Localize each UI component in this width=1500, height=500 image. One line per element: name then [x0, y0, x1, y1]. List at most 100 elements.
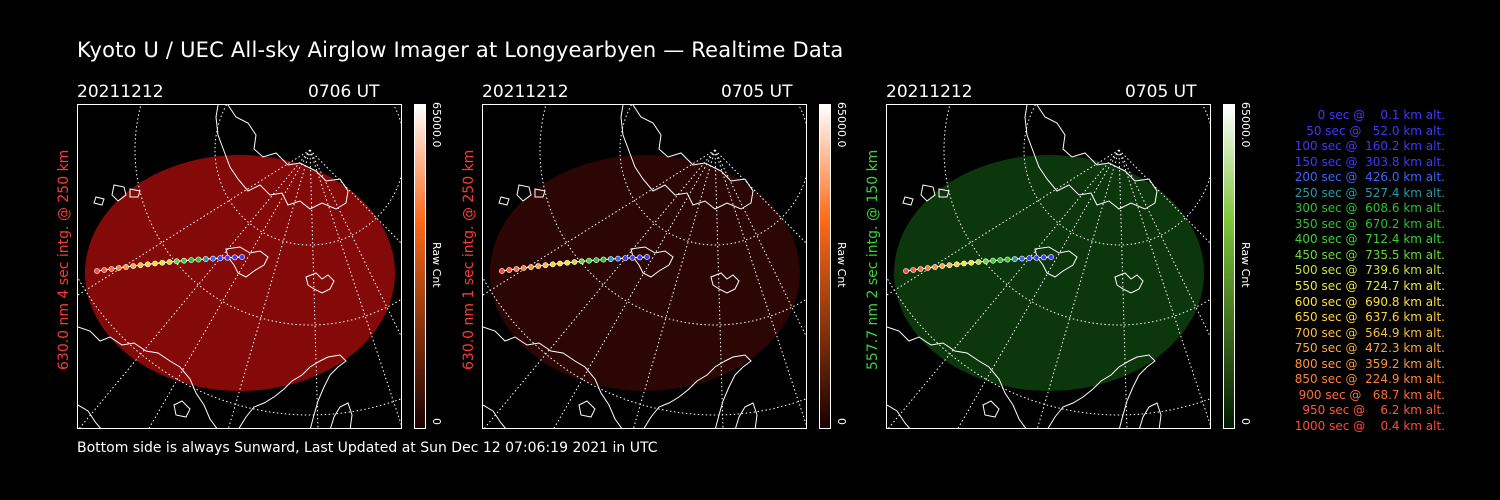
track-point	[542, 262, 549, 269]
track-point	[644, 254, 650, 260]
legend-row: 900 sec @ 68.7 km alt.	[1294, 387, 1445, 402]
track-point	[586, 257, 592, 264]
track-point	[636, 254, 643, 261]
track-point	[593, 257, 600, 264]
track-point	[615, 255, 621, 262]
lat-lon-grid	[887, 105, 1210, 428]
track-point	[123, 264, 129, 270]
track-point	[975, 259, 982, 265]
track-point	[997, 257, 1004, 264]
track-point	[513, 266, 520, 272]
airglow-field	[490, 155, 800, 391]
panel-2-colorbar-unit: Raw Cnt	[835, 242, 848, 288]
track-point	[224, 254, 231, 261]
track-point	[557, 260, 563, 267]
coastline-map	[78, 105, 353, 428]
track-point	[600, 256, 607, 263]
panel-2-colorbar-min: 0	[835, 418, 848, 425]
track-point	[1019, 255, 1025, 262]
track-point	[506, 267, 513, 273]
panel-2-allsky-image	[482, 104, 807, 429]
legend-row: 750 sec @ 472.3 km alt.	[1290, 341, 1445, 356]
panel-1-date: 20211212	[77, 82, 164, 102]
legend-row: 1000 sec @ 0.4 km alt.	[1294, 418, 1445, 433]
track-point	[159, 259, 166, 266]
track-point	[917, 266, 924, 272]
panel-3-allsky-image	[886, 104, 1211, 429]
track-point	[210, 255, 216, 262]
track-point	[1048, 254, 1054, 260]
panel-2-side-label: 630.0 nm 1 sec intg. @ 250 km	[461, 149, 477, 370]
track-point	[968, 259, 975, 266]
airglow-field	[85, 155, 395, 391]
legend-row: 500 sec @ 739.6 km alt.	[1290, 263, 1445, 278]
track-point	[166, 259, 173, 265]
panel-1-colorbar-max: 65000.0	[430, 102, 443, 148]
panel-1-colorbar-min: 0	[430, 418, 443, 425]
track-point	[939, 263, 946, 269]
legend-row: 0 sec @ 0.1 km alt.	[1306, 108, 1445, 122]
track-point	[181, 257, 187, 264]
track-point	[1040, 254, 1047, 261]
track-point	[231, 254, 238, 261]
legend-row: 950 sec @ 6.2 km alt.	[1298, 403, 1445, 418]
track-point	[982, 258, 989, 265]
track-point	[910, 267, 917, 273]
track-point	[130, 263, 137, 269]
track-point	[144, 261, 151, 268]
track-point	[578, 258, 585, 265]
track-point	[903, 268, 909, 274]
track-point	[535, 263, 542, 269]
track-point	[195, 256, 202, 263]
track-point	[629, 254, 636, 261]
coastline-map	[483, 105, 758, 428]
track-point	[549, 261, 556, 268]
track-point	[961, 260, 967, 267]
track-point	[1004, 256, 1011, 263]
track-point	[101, 267, 108, 273]
legend-row: 600 sec @ 690.8 km alt.	[1290, 294, 1445, 309]
track-point	[188, 257, 195, 264]
coastline-map	[887, 105, 1162, 428]
track-point	[202, 256, 209, 262]
footer-note: Bottom side is always Sunward, Last Upda…	[77, 440, 658, 456]
track-point	[528, 264, 534, 270]
legend-row: 400 sec @ 712.4 km alt.	[1290, 232, 1445, 247]
lat-lon-grid	[483, 105, 806, 428]
panel-1-time: 0706 UT	[308, 82, 380, 102]
legend-row: 800 sec @ 359.2 km alt.	[1290, 356, 1445, 371]
track-point	[499, 268, 505, 274]
panel-2-colorbar	[819, 104, 831, 429]
track-point	[1011, 256, 1018, 262]
panel-1-colorbar	[414, 104, 426, 429]
panel-3-date: 20211212	[886, 82, 973, 102]
panel-1-colorbar-unit: Raw Cnt	[430, 242, 443, 288]
panel-3-time: 0705 UT	[1125, 82, 1197, 102]
track-point	[108, 266, 115, 272]
lat-lon-grid	[78, 105, 401, 428]
track-point	[173, 258, 180, 265]
legend-row: 650 sec @ 637.6 km alt.	[1290, 310, 1445, 325]
legend-row: 100 sec @ 160.2 km alt.	[1290, 139, 1445, 154]
track-point	[152, 260, 158, 267]
legend-row: 150 sec @ 303.8 km alt.	[1290, 154, 1445, 169]
track-point	[1033, 254, 1040, 261]
track-point	[137, 262, 144, 269]
track-point	[932, 264, 938, 270]
panel-2-date: 20211212	[482, 82, 569, 102]
airglow-field	[894, 155, 1204, 391]
track-point	[953, 261, 960, 268]
legend-row: 200 sec @ 426.0 km alt.	[1290, 170, 1445, 185]
legend-row: 300 sec @ 608.6 km alt.	[1290, 201, 1445, 216]
track-point	[94, 268, 100, 274]
legend-row: 350 sec @ 670.2 km alt.	[1290, 216, 1445, 231]
panel-1-side-label: 630.0 nm 4 sec intg. @ 250 km	[56, 149, 72, 370]
track-point	[520, 265, 527, 271]
track-point	[946, 262, 953, 269]
panel-3-colorbar	[1223, 104, 1235, 429]
track-point	[564, 259, 571, 266]
legend-row: 850 sec @ 224.9 km alt.	[1290, 372, 1445, 387]
panel-1-allsky-image	[77, 104, 402, 429]
track-point	[924, 265, 931, 271]
track-point	[115, 265, 122, 271]
